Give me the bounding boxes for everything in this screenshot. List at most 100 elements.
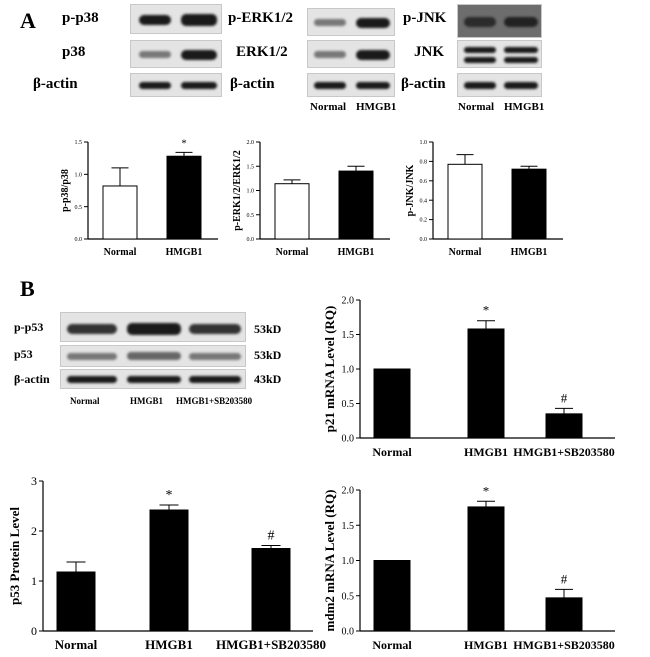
y-tick-label: 1.0 (75, 172, 83, 178)
blot-label-p-p38: p-p38 (62, 10, 99, 26)
bar-normal (56, 571, 96, 632)
y-tick-label: 2 (31, 524, 37, 538)
blot-label-p-jnk: p-JNK (403, 10, 447, 26)
blot-image-p38 (130, 40, 222, 68)
blot-label-jnk: JNK (414, 44, 444, 60)
blot-label-beta-actin-2: β-actin (230, 76, 275, 92)
bar-normal (102, 185, 138, 240)
blot-size-p53: 53kD (254, 348, 282, 362)
blot-label-erk: ERK1/2 (236, 44, 288, 60)
bar-hmgb1 (467, 328, 505, 439)
y-tick-label: 0.5 (247, 213, 255, 219)
panel-label-b: B (20, 276, 35, 301)
y-tick-label: 2.0 (342, 486, 355, 497)
bar-hmgb1 (338, 170, 374, 240)
y-tick-label: 0.5 (75, 205, 83, 211)
bar-hmgb1 (166, 155, 202, 240)
bar-normal (447, 163, 483, 240)
blot-image-actin-2 (307, 73, 395, 97)
x-category-label: HMGB1 (145, 637, 193, 652)
x-category-label: Normal (372, 445, 412, 459)
blot-image-p-jnk (457, 4, 542, 38)
blot-xlabel-hmgb1-b: HMGB1 (130, 396, 163, 406)
blot-image-actin-3 (457, 73, 542, 97)
bar-normal (274, 183, 310, 240)
blot-xlabel-hmgb1-jnk: HMGB1 (504, 101, 545, 113)
y-tick-label: 1.0 (247, 189, 255, 195)
y-tick-label: 1.0 (342, 556, 355, 567)
blot-label-beta-actin-1: β-actin (33, 76, 78, 92)
y-tick-label: 0.0 (75, 237, 83, 243)
y-tick-label: 0.6 (420, 179, 428, 185)
blot-size-p-p53: 53kD (254, 322, 282, 336)
significance-mark: # (268, 529, 275, 544)
significance-mark: * (181, 137, 187, 149)
bar-normal (373, 368, 411, 439)
blot-xlabel-sb-b: HMGB1+SB203580 (176, 396, 253, 406)
y-axis-label: p-p38/p38 (60, 169, 71, 212)
x-category-label: HMGB1 (338, 247, 375, 258)
bar-hmgb1 (467, 506, 505, 632)
blot-xlabel-hmgb1-erk: HMGB1 (356, 101, 397, 113)
blot-image-actin-b (60, 369, 246, 389)
x-category-label: HMGB1 (464, 638, 508, 652)
x-category-label: HMGB1 (511, 247, 548, 258)
significance-mark: * (483, 483, 490, 498)
bar-hmgb1 (511, 168, 547, 240)
y-tick-label: 0 (31, 624, 37, 638)
y-tick-label: 1.5 (342, 521, 355, 532)
y-axis-label: mdm2 mRNA Level (RQ) (322, 490, 337, 632)
y-tick-label: 0.0 (342, 434, 355, 445)
y-tick-label: 1.5 (75, 140, 83, 146)
bar-hmgb1-sb203580 (545, 413, 583, 439)
blot-image-p-p53 (60, 312, 246, 342)
x-category-label: Normal (276, 247, 309, 258)
x-category-label: Normal (104, 247, 137, 258)
blot-image-p-p38 (130, 4, 222, 34)
significance-mark: # (561, 390, 568, 405)
chart-mdm2: 0.0 0.5 1.0 1.5 2.0 mdm2 mRNA Level (RQ) Norma… (322, 483, 615, 652)
blot-xlabel-normal-jnk: Normal (458, 101, 495, 113)
blot-xlabel-normal-b: Normal (70, 396, 100, 406)
bar-normal (373, 560, 411, 632)
x-category-label: Normal (372, 638, 412, 652)
y-tick-label: 3 (31, 474, 37, 488)
blot-size-actin: 43kD (254, 372, 282, 386)
blot-label-beta-actin-3: β-actin (401, 76, 446, 92)
y-tick-label: 2.0 (342, 296, 355, 307)
y-axis-label: p21 mRNA Level (RQ) (322, 306, 337, 433)
blot-label-p-p53: p-p53 (14, 320, 44, 334)
blot-image-p-erk (307, 8, 395, 36)
bar-hmgb1-sb203580 (251, 548, 291, 632)
y-tick-label: 0.0 (420, 237, 428, 243)
x-category-label: HMGB1+SB203580 (216, 637, 326, 652)
y-axis-label: p-JNK/JNK (405, 164, 416, 216)
y-tick-label: 0.5 (342, 399, 355, 410)
x-category-label: HMGB1+SB203580 (513, 638, 615, 652)
y-tick-label: 0.0 (342, 627, 355, 638)
y-tick-label: 1.0 (342, 365, 355, 376)
x-category-label: HMGB1 (166, 247, 203, 258)
y-tick-label: 0.8 (420, 160, 428, 166)
y-tick-label: 0.5 (342, 591, 355, 602)
blot-label-beta-actin-b: β-actin (14, 372, 50, 386)
blot-image-actin-1 (130, 73, 222, 97)
y-tick-label: 0.2 (420, 218, 428, 224)
blot-image-erk (307, 40, 395, 68)
significance-mark: # (561, 571, 568, 586)
x-category-label: Normal (449, 247, 482, 258)
y-tick-label: 0.4 (420, 198, 428, 204)
panel-label-a: A (20, 8, 36, 33)
blot-label-p53: p53 (14, 347, 33, 361)
y-axis-label: p53 Protein Level (7, 507, 22, 605)
blot-label-p38: p38 (62, 44, 86, 60)
y-tick-label: 1 (31, 574, 37, 588)
blot-image-jnk (457, 40, 542, 68)
x-category-label: HMGB1 (464, 445, 508, 459)
blot-xlabel-normal-erk: Normal (310, 101, 347, 113)
significance-mark: * (483, 303, 490, 318)
western-blots-a: p-p38 p38 β-actin p-ERK1/2 ERK1/2 β-acti… (0, 0, 650, 120)
chart-p21: 0.0 0.5 1.0 1.5 2.0 p21 mRNA Level (RQ) Normal… (322, 296, 615, 459)
y-tick-label: 1.5 (342, 330, 355, 341)
